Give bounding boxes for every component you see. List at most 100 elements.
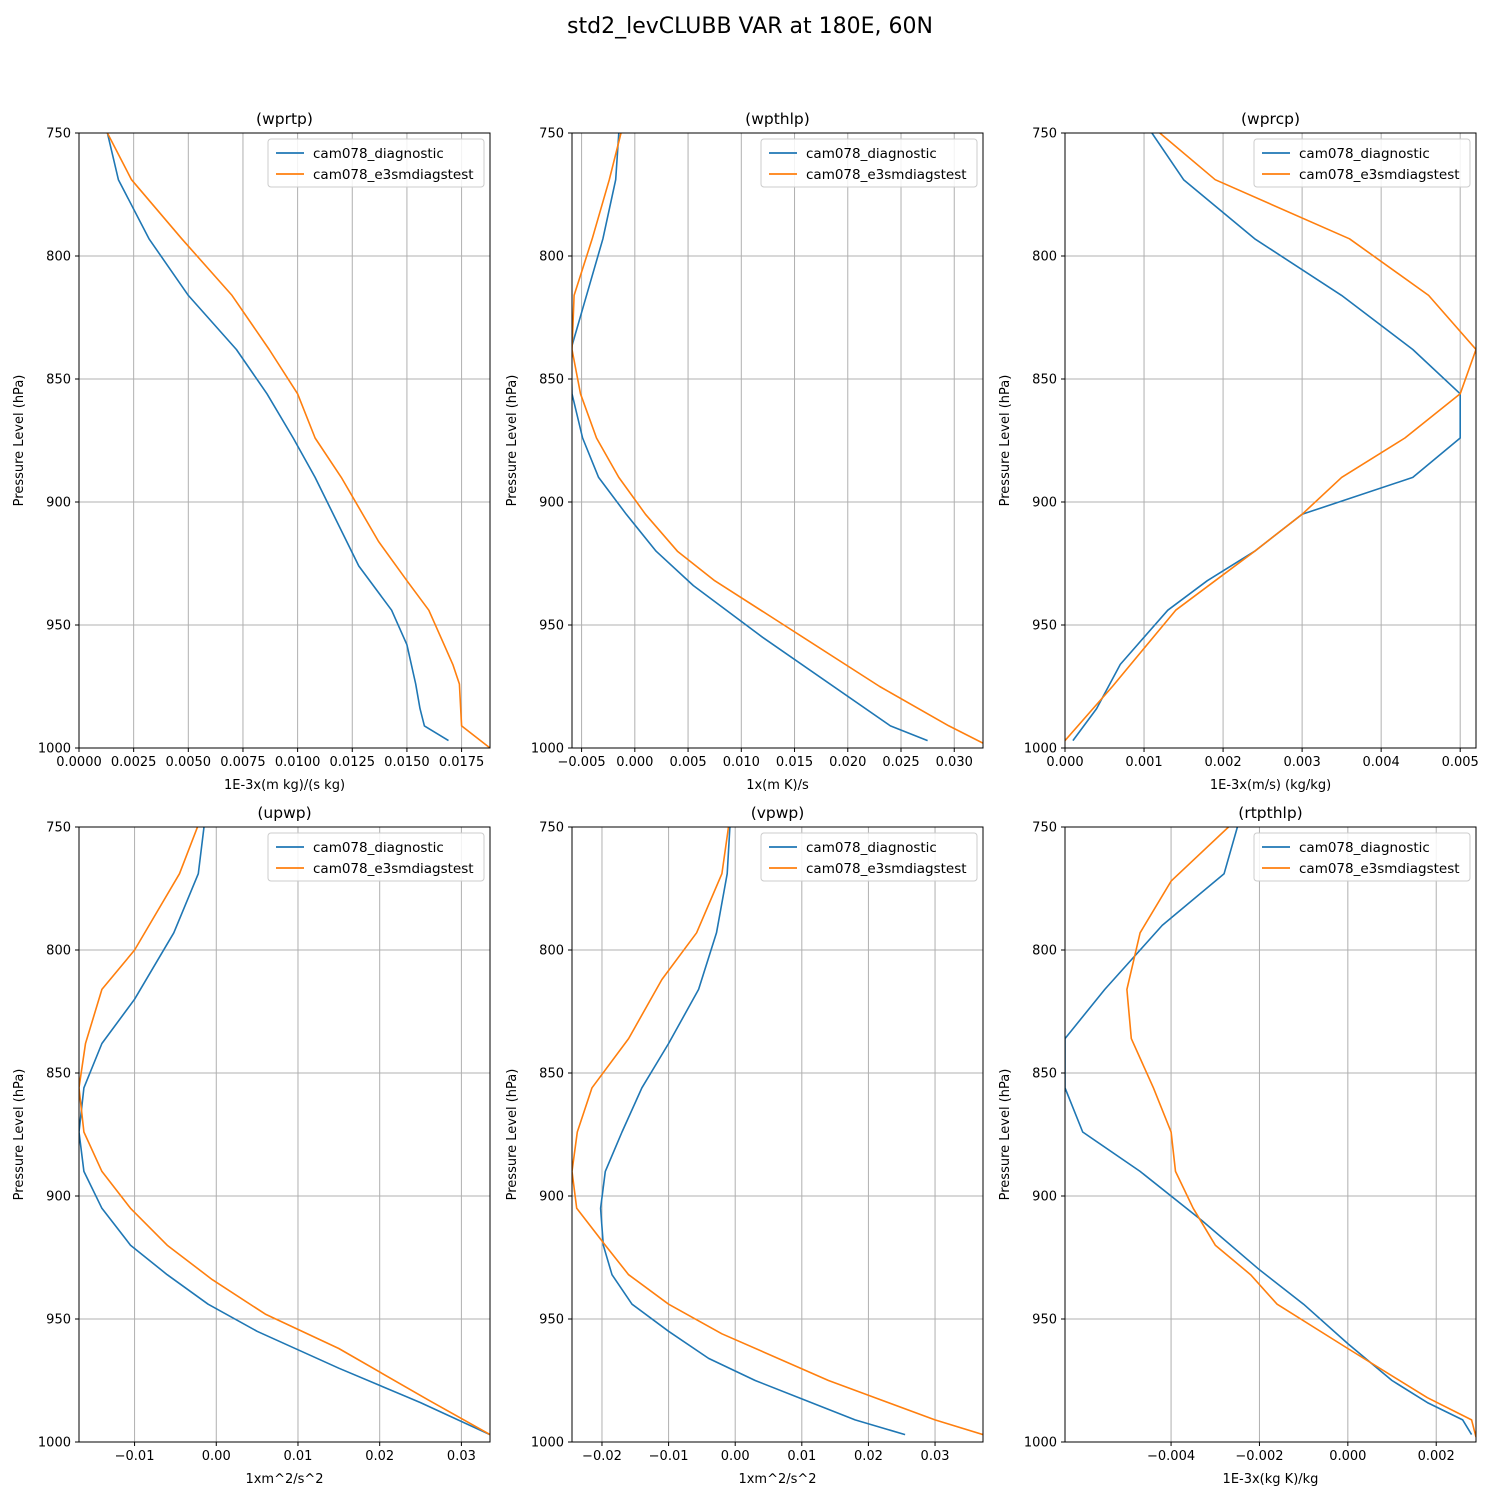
y-tick-label: 900 [46,496,71,511]
x-tick-label: 0.02 [365,1449,394,1464]
y-tick-label: 950 [1032,1313,1057,1328]
y-tick-label: 900 [46,1190,71,1205]
chart-panel-1: 0.0000 0.0025 0.0050 0.0075 0.0100 0.0125 0.01… [12,110,491,793]
x-axis-label: 1xm^2/s^2 [738,1472,816,1487]
x-tick-label: −0.002 [1235,1449,1283,1464]
legend-label: cam078_e3smdiagstest [806,861,967,877]
y-tick-label: 950 [1032,619,1057,634]
y-tick-label: 750 [539,821,564,836]
legend-label: cam078_e3smdiagstest [806,167,967,183]
x-tick-label: 0.0075 [220,755,266,770]
legend-label: cam078_e3smdiagstest [313,861,474,877]
legend: cam078_diagnostic cam078_e3smdiagstest [1253,138,1471,188]
y-tick-label: 800 [539,250,564,265]
y-tick-label: 900 [1032,496,1057,511]
x-tick-label: 0.000 [1046,755,1083,770]
series-line-e3smdiagstest [1126,827,1476,1438]
chart-panel-4: −0.01 0.00 0.01 0.02 0.03 750 800 850 900 950 1000… [12,804,491,1487]
series-line-diagnostic [106,133,449,742]
legend-label: cam078_diagnostic [806,840,937,856]
axes-frame [1064,826,1477,1443]
panel-title: (rtpthlp) [1238,804,1302,822]
chart-panel-2: −0.005 0.000 0.005 0.010 0.015 0.020 0.025 0.03… [505,110,984,793]
legend-box [1253,138,1471,188]
legend: cam078_diagnostic cam078_e3smdiagstest [760,138,978,188]
y-tick-label: 800 [539,944,564,959]
x-axis-label: 1xm^2/s^2 [245,1472,323,1487]
legend-label: cam078_diagnostic [1299,146,1430,162]
series-line-e3smdiagstest [572,133,983,744]
x-tick-label: 0.004 [1363,755,1400,770]
x-tick-label: 0.015 [776,755,813,770]
y-tick-label: 850 [539,373,564,388]
x-tick-label: −0.005 [558,755,606,770]
x-axis-label: 1E-3x(m/s) (kg/kg) [1210,778,1331,793]
x-tick-label: 0.03 [447,1449,476,1464]
x-tick-label: 0.01 [787,1449,816,1464]
x-tick-label: 0.0175 [439,755,485,770]
x-tick-label: 0.002 [1204,755,1241,770]
panel-title: (wprtp) [256,110,313,128]
series-line-diagnostic [599,827,906,1436]
x-tick-label: 0.001 [1125,755,1162,770]
x-tick-label: 0.005 [669,755,706,770]
y-tick-label: 800 [46,944,71,959]
x-tick-label: 0.03 [921,1449,950,1464]
axes-frame [78,132,491,749]
x-axis-label: 1E-3x(m kg)/(s kg) [224,778,345,793]
legend: cam078_diagnostic cam078_e3smdiagstest [267,138,485,188]
y-tick-label: 800 [1032,250,1057,265]
y-tick-label: 1000 [38,1436,71,1451]
x-tick-label: 0.0050 [166,755,212,770]
y-tick-label: 750 [46,127,71,142]
y-tick-label: 950 [46,619,71,634]
x-axis-label: 1E-3x(kg K)/kg [1223,1472,1319,1487]
x-axis-label: 1x(m K)/s [746,778,809,793]
x-tick-label: 0.000 [1329,1449,1366,1464]
x-tick-label: −0.01 [649,1449,689,1464]
legend-box [267,832,485,882]
y-tick-label: 800 [46,250,71,265]
legend: cam078_diagnostic cam078_e3smdiagstest [1253,832,1471,882]
legend-label: cam078_e3smdiagstest [1299,167,1460,183]
legend-label: cam078_diagnostic [1299,840,1430,856]
x-tick-label: 0.000 [616,755,653,770]
axes-frame [1064,132,1477,749]
x-tick-label: 0.020 [829,755,866,770]
series-line-diagnostic [1065,827,1473,1436]
y-tick-label: 750 [46,821,71,836]
series-line-e3smdiagstest [79,827,490,1436]
x-tick-label: 0.030 [936,755,973,770]
x-tick-label: 0.0025 [111,755,157,770]
x-tick-label: 0.0000 [56,755,102,770]
y-tick-label: 850 [539,1067,564,1082]
legend-box [1253,832,1471,882]
y-axis-label: Pressure Level (hPa) [505,375,520,507]
legend-label: cam078_e3smdiagstest [1299,861,1460,877]
y-tick-label: 900 [539,1190,564,1205]
x-tick-label: 0.003 [1284,755,1321,770]
y-tick-label: 850 [1032,373,1057,388]
legend-label: cam078_e3smdiagstest [313,167,474,183]
y-tick-label: 950 [539,619,564,634]
y-tick-label: 900 [539,496,564,511]
y-tick-label: 950 [539,1313,564,1328]
series-line-e3smdiagstest [1065,133,1476,742]
series-line-e3smdiagstest [572,827,983,1436]
axes-frame [571,826,984,1443]
x-tick-label: −0.02 [582,1449,622,1464]
y-tick-label: 800 [1032,944,1057,959]
axes-frame [78,826,491,1443]
legend: cam078_diagnostic cam078_e3smdiagstest [267,832,485,882]
y-tick-label: 1000 [531,1436,564,1451]
legend-box [760,138,978,188]
x-tick-label: −0.01 [115,1449,155,1464]
x-tick-label: 0.010 [723,755,760,770]
x-tick-label: 0.00 [202,1449,231,1464]
legend-box [267,138,485,188]
series-line-diagnostic [1072,133,1461,742]
x-tick-label: 0.005 [1442,755,1479,770]
y-tick-label: 950 [46,1313,71,1328]
